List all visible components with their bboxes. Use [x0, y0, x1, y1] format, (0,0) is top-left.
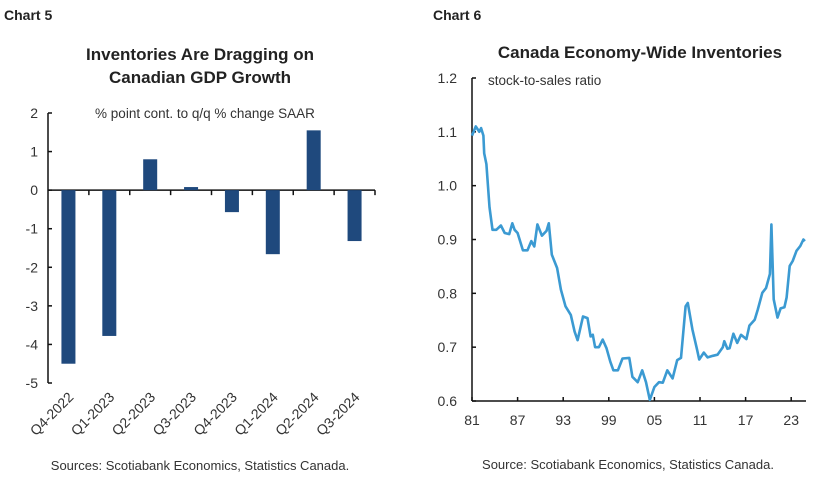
series-line	[470, 125, 806, 402]
bar	[224, 190, 239, 213]
bar	[265, 190, 280, 255]
y-tick-label: 1.1	[438, 124, 458, 140]
chart-6-source: Source: Scotiabank Economics, Statistics…	[482, 457, 774, 472]
y-tick-label: -2	[26, 259, 39, 275]
x-tick-label: Q2-2023	[108, 389, 158, 439]
y-tick-label: -1	[26, 221, 39, 237]
x-tick-label: Q1-2023	[68, 389, 118, 439]
chart-5: Chart 5 Inventories Are Dragging on Cana…	[4, 7, 376, 473]
x-tick-label: Q3-2023	[149, 389, 199, 439]
x-tick-label: Q4-2022	[27, 389, 77, 439]
chart-5-header: Chart 5	[4, 7, 52, 23]
x-tick-label: Q3-2024	[313, 389, 363, 439]
y-tick-label: 0.6	[438, 393, 458, 409]
bar	[143, 159, 158, 191]
bar	[184, 187, 199, 191]
x-tick-label: Q2-2024	[272, 389, 322, 439]
y-tick-label: 1.0	[438, 178, 458, 194]
x-tick-label: 23	[783, 412, 799, 428]
bar	[102, 190, 117, 336]
chart-5-plot: 210-1-2-3-4-5Q4-2022Q1-2023Q2-2023Q3-202…	[26, 105, 376, 439]
y-tick-label: 2	[30, 105, 38, 121]
x-tick-label: Q1-2024	[231, 389, 281, 439]
chart-5-title-line-2: Canadian GDP Growth	[109, 68, 291, 87]
bar	[306, 130, 321, 191]
chart-5-y-label: % point cont. to q/q % change SAAR	[95, 106, 315, 121]
y-tick-label: -3	[26, 298, 39, 314]
y-tick-label: 1	[30, 144, 38, 160]
x-tick-label: 99	[601, 412, 617, 428]
chart-5-title-line-1: Inventories Are Dragging on	[86, 45, 314, 64]
y-tick-label: 0	[30, 182, 38, 198]
y-tick-label: -5	[26, 375, 39, 391]
y-tick-label: 0.8	[438, 285, 458, 301]
chart-6-title: Canada Economy-Wide Inventories	[498, 43, 782, 62]
x-tick-label: 81	[464, 412, 480, 428]
x-tick-label: Q4-2023	[190, 389, 240, 439]
chart-5-source: Sources: Scotiabank Economics, Statistic…	[51, 458, 349, 473]
x-tick-label: 11	[693, 412, 708, 428]
x-tick-label: 93	[555, 412, 571, 428]
bar	[347, 190, 362, 242]
chart-6-header: Chart 6	[433, 7, 481, 23]
chart-6: Chart 6 Canada Economy-Wide Inventories …	[433, 7, 806, 472]
y-tick-label: -4	[26, 336, 39, 352]
y-tick-label: 1.2	[438, 70, 458, 86]
x-tick-label: 05	[647, 412, 663, 428]
chart-6-plot: 0.6 0.7 0.8 0.9 1.0 1.1 1.2 81 87 93 99 05 11 17 23	[438, 70, 806, 428]
y-tick-label: 0.9	[438, 232, 458, 248]
chart-6-y-label: stock-to-sales ratio	[488, 73, 601, 88]
y-tick-label: 0.7	[438, 339, 458, 355]
x-tick-label: 17	[738, 412, 754, 428]
bar	[61, 190, 76, 364]
x-tick-label: 87	[510, 412, 526, 428]
